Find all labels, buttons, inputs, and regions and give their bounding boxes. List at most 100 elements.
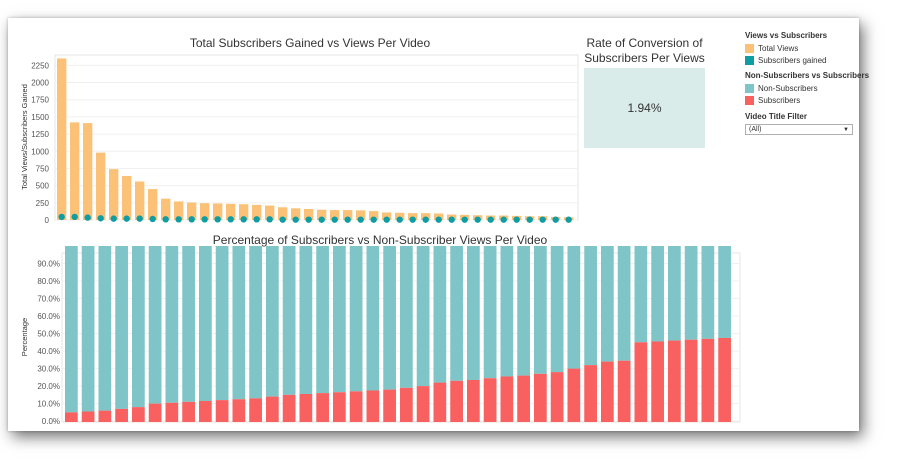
bar-total-views — [109, 169, 119, 220]
point-subscribers-gained — [370, 216, 377, 223]
bar-subscribers — [701, 338, 715, 422]
point-subscribers-gained — [526, 216, 533, 223]
bar-non-subscribers — [467, 245, 480, 380]
point-subscribers-gained — [123, 215, 130, 222]
point-subscribers-gained — [565, 216, 572, 223]
bar-subscribers — [266, 396, 279, 422]
bar-non-subscribers — [349, 245, 363, 392]
legend-label: Subscribers gained — [758, 55, 827, 65]
bar-non-subscribers — [65, 245, 78, 413]
point-subscribers-gained — [305, 216, 312, 223]
bar-total-views — [70, 122, 80, 220]
legend-item-non-subscribers[interactable]: Non-Subscribers — [745, 82, 869, 94]
y-tick-label: 1500 — [31, 113, 49, 122]
point-subscribers-gained — [253, 216, 260, 223]
bar-non-subscribers — [232, 245, 246, 400]
y-axis-label: Percentage — [20, 318, 29, 356]
bar-subscribers — [684, 339, 698, 422]
legend-subs: Non-Subscribers vs Subscribers Non-Subsc… — [745, 71, 869, 106]
y-tick-label: 20.0% — [37, 382, 60, 391]
bar-subscribers — [282, 394, 296, 422]
bar-subscribers — [148, 403, 162, 422]
kpi-card: 1.94% — [584, 68, 705, 148]
legend-label: Non-Subscribers — [758, 83, 818, 93]
point-subscribers-gained — [266, 216, 273, 223]
bar-total-views — [369, 211, 379, 220]
bar-non-subscribers — [483, 245, 497, 379]
point-subscribers-gained — [279, 216, 286, 223]
y-tick-label: 50.0% — [37, 330, 60, 339]
point-subscribers-gained — [448, 216, 455, 223]
bar-non-subscribers — [550, 245, 564, 373]
point-subscribers-gained — [188, 216, 195, 223]
bar-total-views — [135, 181, 145, 220]
bar-total-views — [343, 210, 353, 220]
legend-label: Total Views — [758, 43, 799, 53]
bar-subscribers — [517, 375, 530, 422]
bar-non-subscribers — [517, 245, 530, 376]
bar-total-views — [174, 201, 184, 220]
y-tick-label: 90.0% — [37, 260, 60, 269]
chart2-title: Percentage of Subscribers vs Non-Subscri… — [212, 233, 548, 247]
bar-total-views — [148, 189, 158, 220]
bar-total-views — [96, 152, 106, 220]
legend-item-subscribers[interactable]: Subscribers — [745, 94, 869, 106]
bar-subscribers — [299, 393, 313, 422]
point-subscribers-gained — [227, 216, 234, 223]
y-tick-label: 70.0% — [37, 295, 60, 304]
bar-non-subscribers — [684, 245, 698, 340]
bar-non-subscribers — [98, 245, 112, 411]
video-title-filter-select[interactable]: (All) ▼ — [745, 124, 853, 135]
bar-non-subscribers — [266, 245, 279, 397]
bar-non-subscribers — [215, 245, 229, 401]
bar-subscribers — [132, 407, 145, 422]
legend-item-subscribers-gained[interactable]: Subscribers gained — [745, 54, 827, 66]
point-subscribers-gained — [318, 216, 325, 223]
bar-non-subscribers — [400, 245, 413, 388]
bar-subscribers — [433, 382, 447, 422]
bar-subscribers — [483, 378, 497, 422]
plot-area — [54, 54, 579, 221]
bar-non-subscribers — [199, 245, 212, 401]
bar-non-subscribers — [567, 245, 581, 369]
point-subscribers-gained — [331, 216, 338, 223]
point-subscribers-gained — [357, 216, 364, 223]
bar-non-subscribers — [617, 245, 631, 361]
y-tick-label: 10.0% — [37, 400, 60, 409]
kpi-title: Rate of Conversion of Subscribers Per Vi… — [572, 36, 717, 66]
filter-panel: Video Title Filter — [745, 112, 807, 123]
bar-subscribers — [668, 340, 681, 422]
bar-subscribers — [232, 399, 246, 422]
legend-views: Views vs Subscribers Total Views Subscri… — [745, 31, 827, 66]
legend-item-total-views[interactable]: Total Views — [745, 42, 827, 54]
legend-subs-title: Non-Subscribers vs Subscribers — [745, 71, 870, 80]
filter-value: (All) — [749, 126, 762, 133]
y-tick-label: 2000 — [31, 79, 49, 88]
bar-total-views — [265, 205, 275, 220]
bar-non-subscribers — [651, 245, 664, 342]
bar-non-subscribers — [383, 245, 396, 390]
bar-total-views — [252, 204, 262, 220]
bar-non-subscribers — [299, 245, 313, 394]
bar-total-views — [291, 208, 301, 220]
bar-subscribers — [584, 365, 597, 422]
bar-non-subscribers — [433, 245, 447, 383]
bar-total-views — [83, 123, 93, 220]
point-subscribers-gained — [435, 216, 442, 223]
bar-non-subscribers — [249, 245, 262, 399]
bar-non-subscribers — [182, 245, 195, 402]
bar-subscribers — [450, 380, 463, 422]
bar-total-views — [161, 198, 171, 220]
bar-total-views — [395, 212, 405, 220]
bar-subscribers — [567, 368, 581, 422]
y-tick-label: 0.0% — [42, 417, 60, 426]
bar-subscribers — [81, 411, 95, 422]
point-subscribers-gained — [396, 216, 403, 223]
bar-non-subscribers — [718, 245, 731, 338]
filter-title: Video Title Filter — [745, 112, 807, 121]
point-subscribers-gained — [461, 216, 468, 223]
bar-non-subscribers — [416, 245, 430, 387]
legend-views-title: Views vs Subscribers — [745, 31, 828, 40]
y-tick-label: 250 — [36, 199, 50, 208]
